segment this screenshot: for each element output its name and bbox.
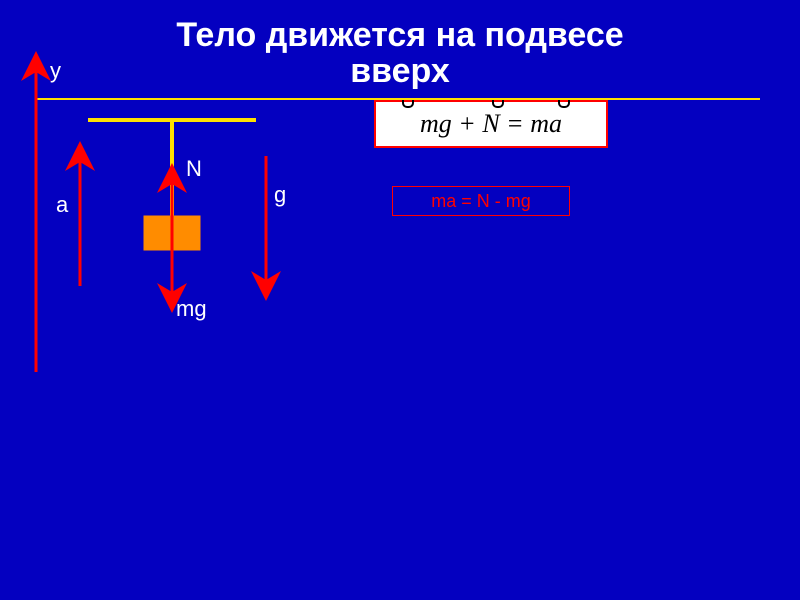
label-N: N <box>186 156 202 182</box>
slide-root: Тело движется на подвесе вверх y a N g m… <box>0 0 800 600</box>
vector-mark-2-icon <box>492 100 504 108</box>
vector-mark-3-icon <box>558 100 570 108</box>
vector-mark-1-icon <box>402 100 414 108</box>
label-a: a <box>56 192 68 218</box>
force-diagram <box>0 0 800 600</box>
equation-main-box: mg + N = ma <box>374 100 608 148</box>
equation-main-text: mg + N = ma <box>420 109 562 139</box>
equation-second-text: ma = N - mg <box>431 191 531 212</box>
label-mg: mg <box>176 296 207 322</box>
equation-second-box: ma = N - mg <box>392 186 570 216</box>
label-y: y <box>50 58 61 84</box>
label-g: g <box>274 182 286 208</box>
